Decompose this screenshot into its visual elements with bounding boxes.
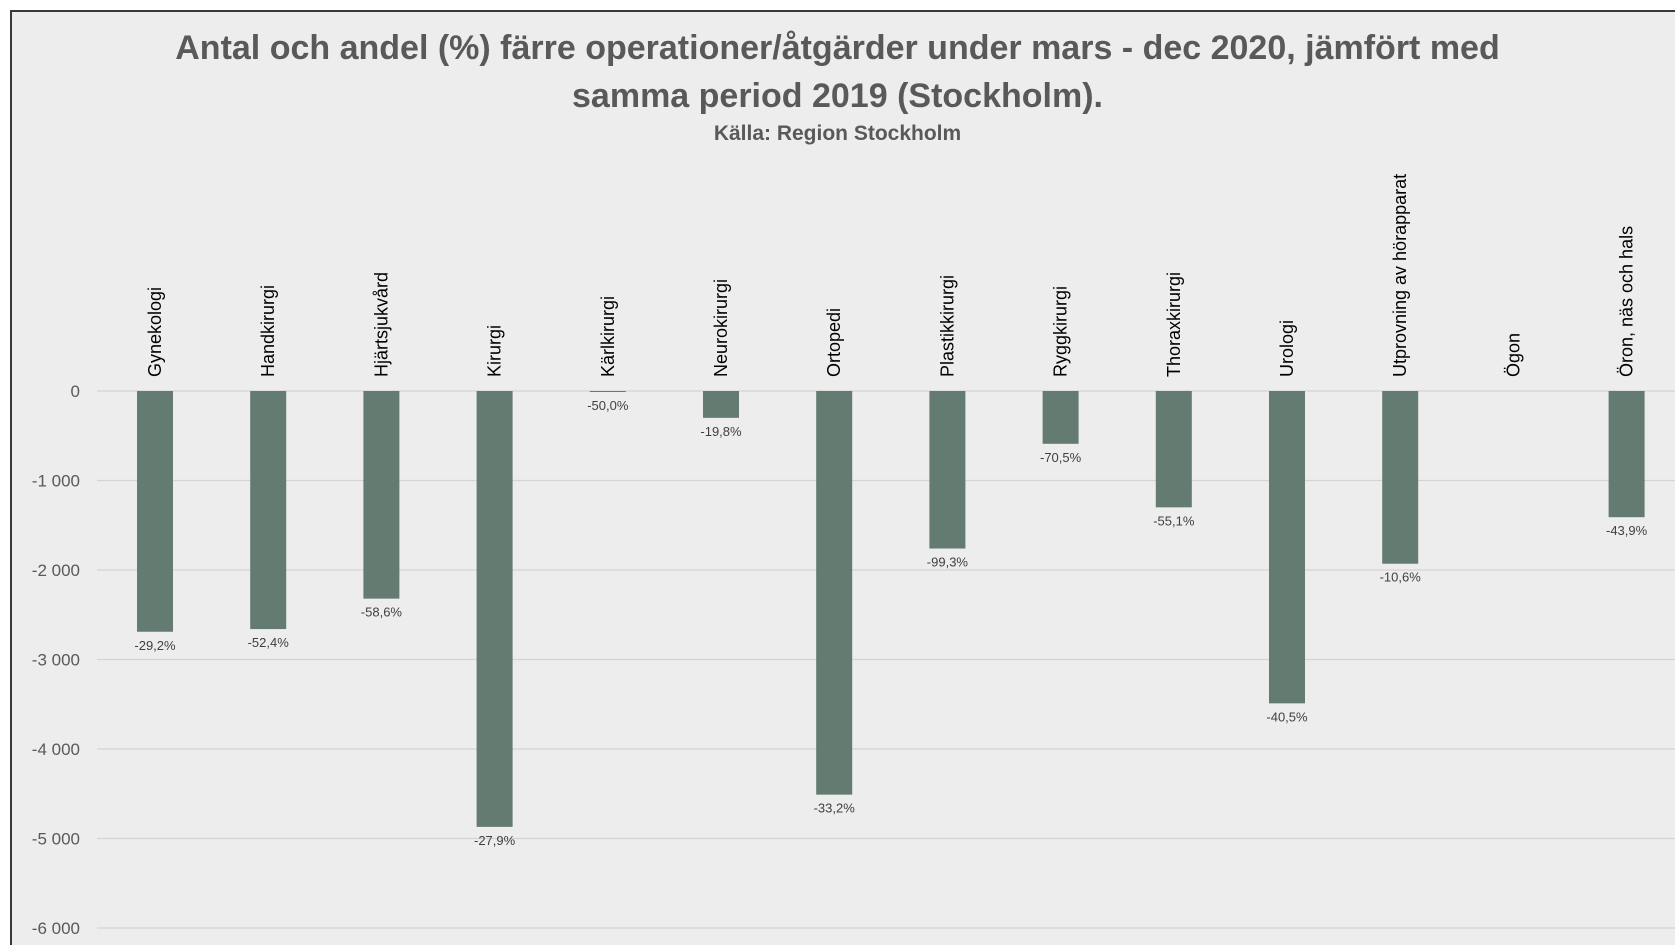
category-label: Urologi [1277,320,1297,377]
data-label: -33,2% [814,801,856,816]
category-label: Ortopedi [824,308,844,377]
category-label: Plastikkirurgi [937,275,957,377]
data-label: -43,9% [1606,523,1648,538]
category-label: Thoraxkirurgi [1164,272,1184,377]
category-label: Gynekologi [145,287,165,377]
chart-title-line-1: Antal och andel (%) färre operationer/åt… [175,29,1500,67]
bar [1269,391,1305,704]
data-label: -52,4% [248,635,290,650]
y-tick-label: -3 000 [32,651,80,670]
chart-subtitle: Källa: Region Stockholm [713,122,962,145]
data-label: -19,8% [700,424,742,439]
bar [476,391,513,827]
category-label: Neurokirurgi [711,279,731,377]
y-tick-label: -4 000 [32,740,80,759]
gridlines [97,390,1675,929]
bar [816,391,853,795]
bar [363,391,400,599]
chart-title-line-2: samma period 2019 (Stockholm). [572,77,1103,115]
category-label: Ryggkirurgi [1051,286,1071,377]
category-label: Kirurgi [485,325,505,377]
y-tick-label: -1 000 [32,472,80,491]
y-tick-label: -5 000 [32,830,80,849]
y-tick-label: -2 000 [32,561,80,580]
y-tick-label: 0 [71,382,80,401]
chart-title: Antal och andel (%) färre operationer/åt… [0,24,1675,120]
bar [137,391,173,632]
category-label: Handkirurgi [258,285,278,377]
data-label: -29,2% [134,638,176,653]
bar [929,391,966,549]
data-label: -99,3% [927,555,969,570]
bar [1608,391,1645,518]
bar [1155,391,1192,508]
data-label: -27,9% [474,833,516,848]
data-label: -70,5% [1040,450,1082,465]
category-label: Utprovning av hörapparat [1390,174,1410,377]
bar [1382,391,1419,564]
bar [589,391,626,392]
data-label: -50,0% [587,398,629,413]
data-label: -55,1% [1153,513,1195,528]
bar [1042,391,1079,444]
bars [137,391,1645,827]
category-label: Öron, näs och hals [1617,226,1637,377]
category-label: Kärlkirurgi [598,296,618,377]
bar [250,391,287,630]
bar [703,391,739,418]
category-label: Hjärtsjukvård [371,272,391,377]
data-labels: -29,2% -52,4% -58,6% -27,9% -50,0% -19,8% -33,… [134,398,1647,848]
data-label: -10,6% [1380,570,1422,585]
data-label: -58,6% [361,605,403,620]
y-tick-label: -6 000 [32,919,80,938]
category-labels: Gynekologi Handkirurgi Hjärtsjukvård Kirurg… [145,174,1637,377]
y-axis-tick-labels: 0 -1 000 -2 000 -3 000 -4 000 -5 000 -6 000 [32,382,80,938]
category-label: Ögon [1503,333,1523,377]
data-label: -40,5% [1266,709,1308,724]
